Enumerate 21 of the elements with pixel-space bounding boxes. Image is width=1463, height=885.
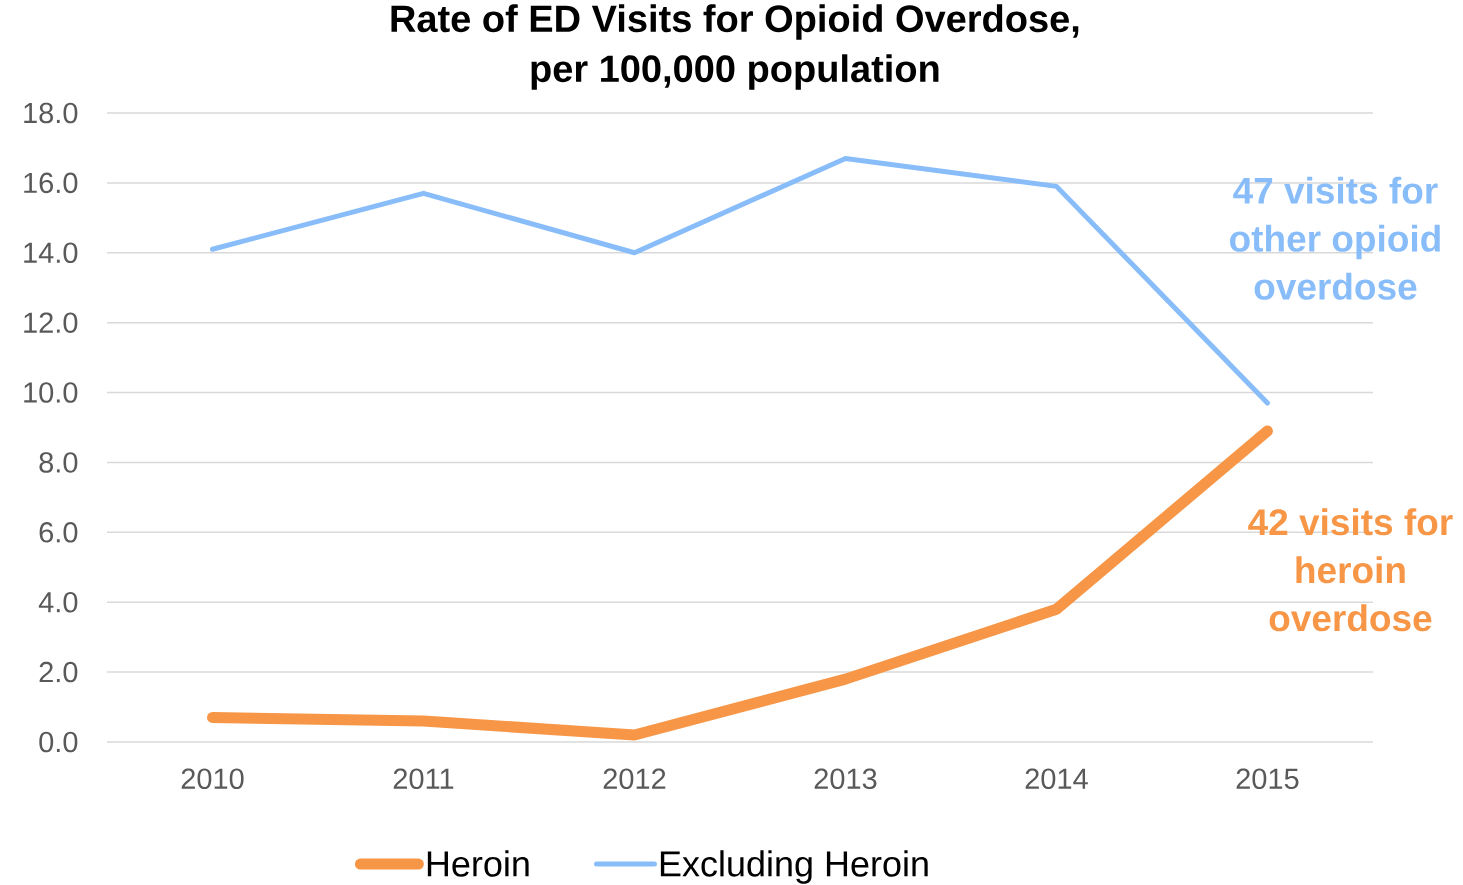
y-tick-label: 6.0 [39,522,78,543]
y-tick-label: 10.0 [24,382,78,403]
y-tick-label: 8.0 [39,452,78,473]
x-tick-label: 2015 [1236,768,1299,790]
x-tick-label: 2014 [1025,768,1088,790]
x-tick-label: 2010 [181,768,244,790]
legend-label: Heroin [427,850,529,877]
x-tick-label: 2012 [603,768,666,790]
y-tick-label: 12.0 [24,312,78,333]
annotation: 42 visits for heroin overdose [1248,508,1453,632]
y-tick-label: 4.0 [38,591,78,613]
y-tick-label: 14.0 [24,242,78,264]
x-tick-label: 2011 [393,768,454,790]
legend-label: Excluding Heroin [660,850,928,884]
y-tick-label: 2.0 [39,661,78,683]
y-tick-label: 0.0 [39,731,78,753]
chart-title: Rate of ED Visits for Opioid Overdose, per 100,000 population [391,4,1079,90]
y-tick-label: 16.0 [24,172,78,194]
y-tick-label: 18.0 [24,102,78,124]
annotation: 47 visits for other opioid overdose [1230,176,1440,300]
x-tick-label: 2013 [814,768,877,790]
